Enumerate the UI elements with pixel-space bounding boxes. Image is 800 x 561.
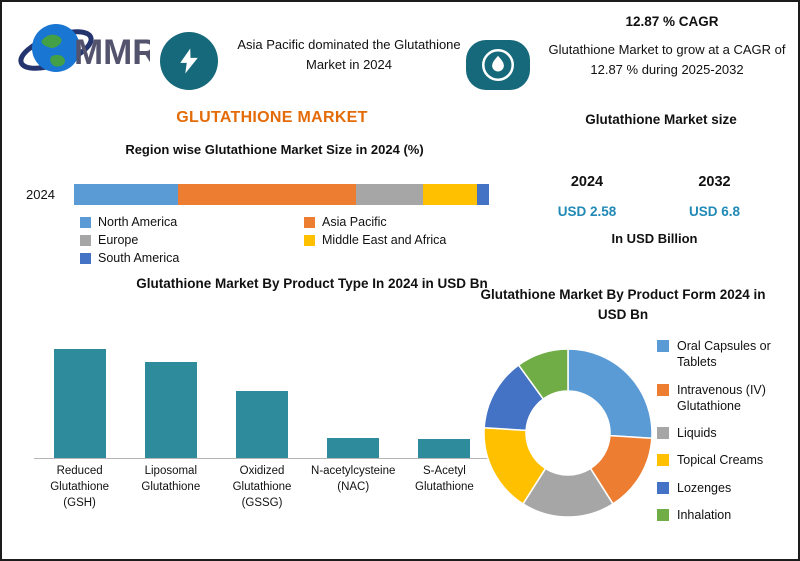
- flame-icon: [482, 49, 514, 81]
- start-year: 2024: [570, 174, 604, 190]
- region-chart-title: Region wise Glutathione Market Size in 2…: [125, 142, 424, 157]
- region-legend-item: Middle East and Africa: [304, 233, 512, 247]
- bar-slot: [308, 438, 399, 458]
- highlight-left-text: Asia Pacific dominated the Glutathione M…: [237, 37, 461, 73]
- stacked-segment: [422, 184, 477, 205]
- page-title: GLUTATHIONE MARKET: [176, 109, 368, 126]
- legend-swatch-icon: [657, 481, 669, 494]
- region-legend: North America Asia Pacific Europe Middle Ea…: [80, 215, 512, 265]
- bar-category-label: Oxidized Glutathione (GSSG): [232, 465, 292, 510]
- legend-swatch-icon: [80, 252, 91, 264]
- lightning-badge: [160, 32, 218, 90]
- legend-swatch-icon: [657, 454, 669, 467]
- legend-label: Inhalation: [677, 507, 732, 522]
- flame-badge: [466, 40, 530, 90]
- globe-icon: [32, 24, 80, 72]
- bar: [327, 438, 380, 458]
- stacked-year-label: 2024: [26, 187, 55, 202]
- donut-legend-item: Oral Capsules or Tablets: [657, 338, 798, 371]
- bar: [418, 439, 471, 458]
- legend-label: Lozenges: [677, 480, 732, 495]
- bar-category-label: N-acetylcysteine (NAC): [311, 465, 396, 494]
- bar-slot: [399, 439, 490, 458]
- legend-label: South America: [98, 251, 180, 265]
- usd-billion-label: In USD Billion: [611, 231, 698, 246]
- stacked-segment: [476, 184, 490, 205]
- donut-legend-item: Lozenges: [657, 480, 798, 496]
- bar-chart-axis: [34, 458, 490, 459]
- legend-label: North America: [98, 215, 178, 229]
- donut-legend-item: Inhalation: [657, 507, 798, 523]
- market-size-title: Glutathione Market size: [585, 112, 737, 127]
- region-stacked-bar: [74, 184, 490, 205]
- legend-swatch-icon: [80, 216, 91, 228]
- logo-text: MMR: [74, 33, 150, 72]
- product-form-chart-title: Glutathione Market By Product Form 2024 …: [480, 287, 766, 322]
- legend-label: Liquids: [677, 426, 717, 440]
- stacked-segment: [356, 184, 423, 205]
- bar-slot: [125, 362, 216, 458]
- donut-legend: Oral Capsules or Tablets Intravenous (IV)…: [657, 338, 798, 523]
- bar-category-label: S-Acetyl Glutathione: [415, 465, 474, 494]
- legend-swatch-icon: [657, 427, 669, 439]
- region-legend-item: Asia Pacific: [304, 215, 512, 229]
- highlight-right-text: Glutathione Market to grow at a CAGR of …: [548, 42, 786, 78]
- bar-slot: [34, 349, 125, 458]
- region-stacked-row: 2024: [26, 184, 490, 205]
- legend-swatch-icon: [304, 234, 315, 246]
- donut-legend-item: Liquids: [657, 425, 798, 441]
- cagr-title: 12.87 % CAGR: [625, 14, 719, 29]
- market-size-values: USD 2.58 USD 6.8: [527, 204, 782, 219]
- start-value: USD 2.58: [557, 204, 617, 219]
- legend-label: Middle East and Africa: [322, 233, 447, 247]
- region-legend-item: North America: [80, 215, 304, 229]
- legend-label: Asia Pacific: [322, 215, 387, 229]
- legend-swatch-icon: [304, 216, 315, 228]
- donut-legend-item: Topical Creams: [657, 452, 798, 468]
- bar: [144, 362, 197, 458]
- legend-swatch-icon: [657, 383, 669, 396]
- region-legend-item: Europe: [80, 233, 304, 247]
- mmr-logo: MMR: [16, 12, 158, 91]
- bar-category-label: Liposomal Glutathione: [141, 465, 201, 494]
- bar-category-label: Reduced Glutathione (GSH): [50, 465, 110, 510]
- stacked-segment: [74, 184, 178, 205]
- product-type-labels: Reduced Glutathione (GSH) Liposomal Gluta…: [34, 463, 490, 511]
- legend-swatch-icon: [657, 508, 669, 521]
- donut-slice: [567, 348, 653, 440]
- donut-legend-item: Intravenous (IV) Glutathione: [657, 382, 798, 415]
- legend-label: Topical Creams: [677, 453, 764, 468]
- product-type-bars: [34, 330, 490, 458]
- lightning-icon: [180, 48, 198, 74]
- product-form-donut: [483, 348, 653, 518]
- stacked-segment: [177, 184, 357, 205]
- donut-slice: [517, 348, 569, 401]
- bar-slot: [216, 391, 307, 458]
- end-year: 2032: [698, 174, 731, 190]
- bar: [53, 349, 106, 458]
- legend-swatch-icon: [657, 340, 669, 352]
- bar: [236, 391, 288, 458]
- product-type-chart-title: Glutathione Market By Product Type In 20…: [136, 276, 488, 291]
- end-value: USD 6.8: [688, 204, 741, 219]
- region-legend-item: South America: [80, 251, 304, 265]
- legend-label: Intravenous (IV) Glutathione: [677, 382, 766, 413]
- legend-swatch-icon: [80, 234, 91, 246]
- legend-label: Europe: [98, 233, 139, 247]
- market-size-years: 2024 2032: [527, 174, 782, 190]
- legend-label: Oral Capsules or Tablets: [677, 339, 771, 370]
